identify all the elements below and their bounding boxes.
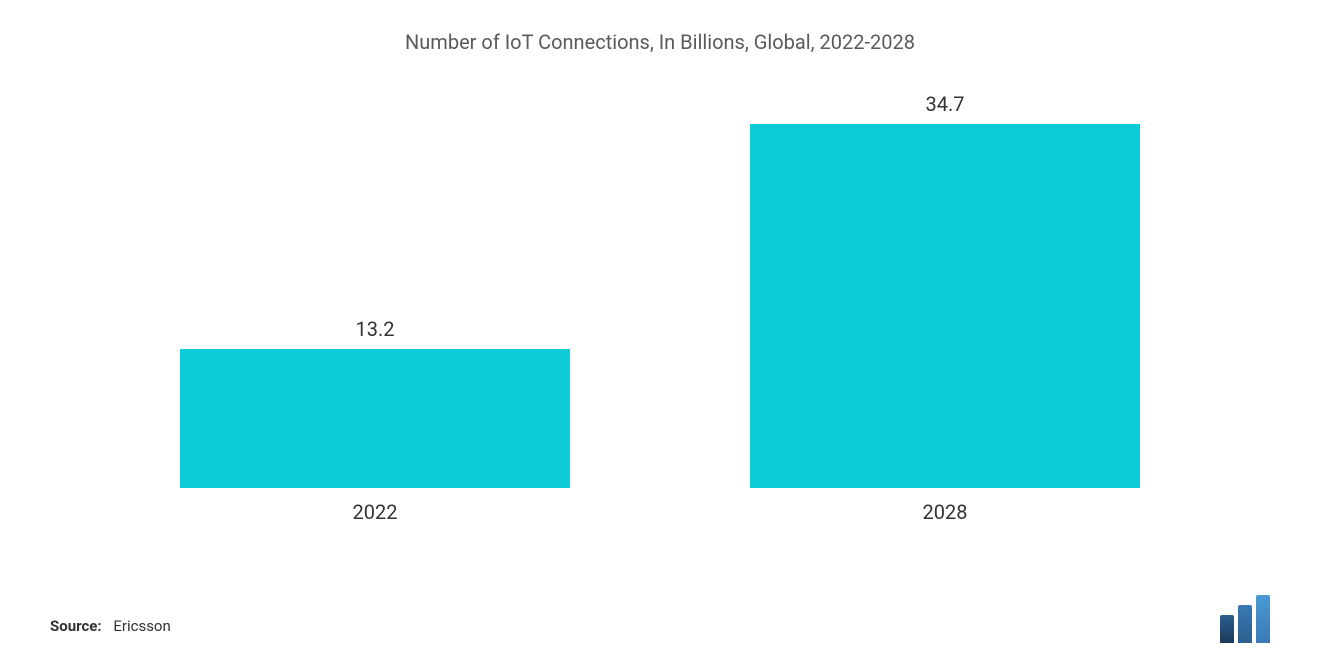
source-value: Ericsson [113,617,170,635]
brand-logo-icon [1220,595,1270,643]
logo-bar-3 [1256,595,1270,643]
chart-plot-area: 13.2 2022 34.7 2028 [50,64,1270,524]
bar-value-2022: 13.2 [356,317,395,341]
chart-title: Number of IoT Connections, In Billions, … [50,30,1270,54]
bar-group-2022: 13.2 2022 [165,64,585,524]
bar-label-2028: 2028 [923,500,968,524]
bar-value-2028: 34.7 [926,92,965,116]
bar-2028 [750,124,1140,488]
bars-wrapper: 13.2 2022 34.7 2028 [50,64,1270,524]
source-label: Source: [50,617,102,635]
chart-container: Number of IoT Connections, In Billions, … [0,0,1320,665]
bar-label-2022: 2022 [353,500,398,524]
bar-group-2028: 34.7 2028 [735,64,1155,524]
logo-bar-1 [1220,615,1234,643]
logo-bar-2 [1238,605,1252,643]
bar-2022 [180,349,570,488]
source-line: Source: Ericsson [50,617,171,635]
